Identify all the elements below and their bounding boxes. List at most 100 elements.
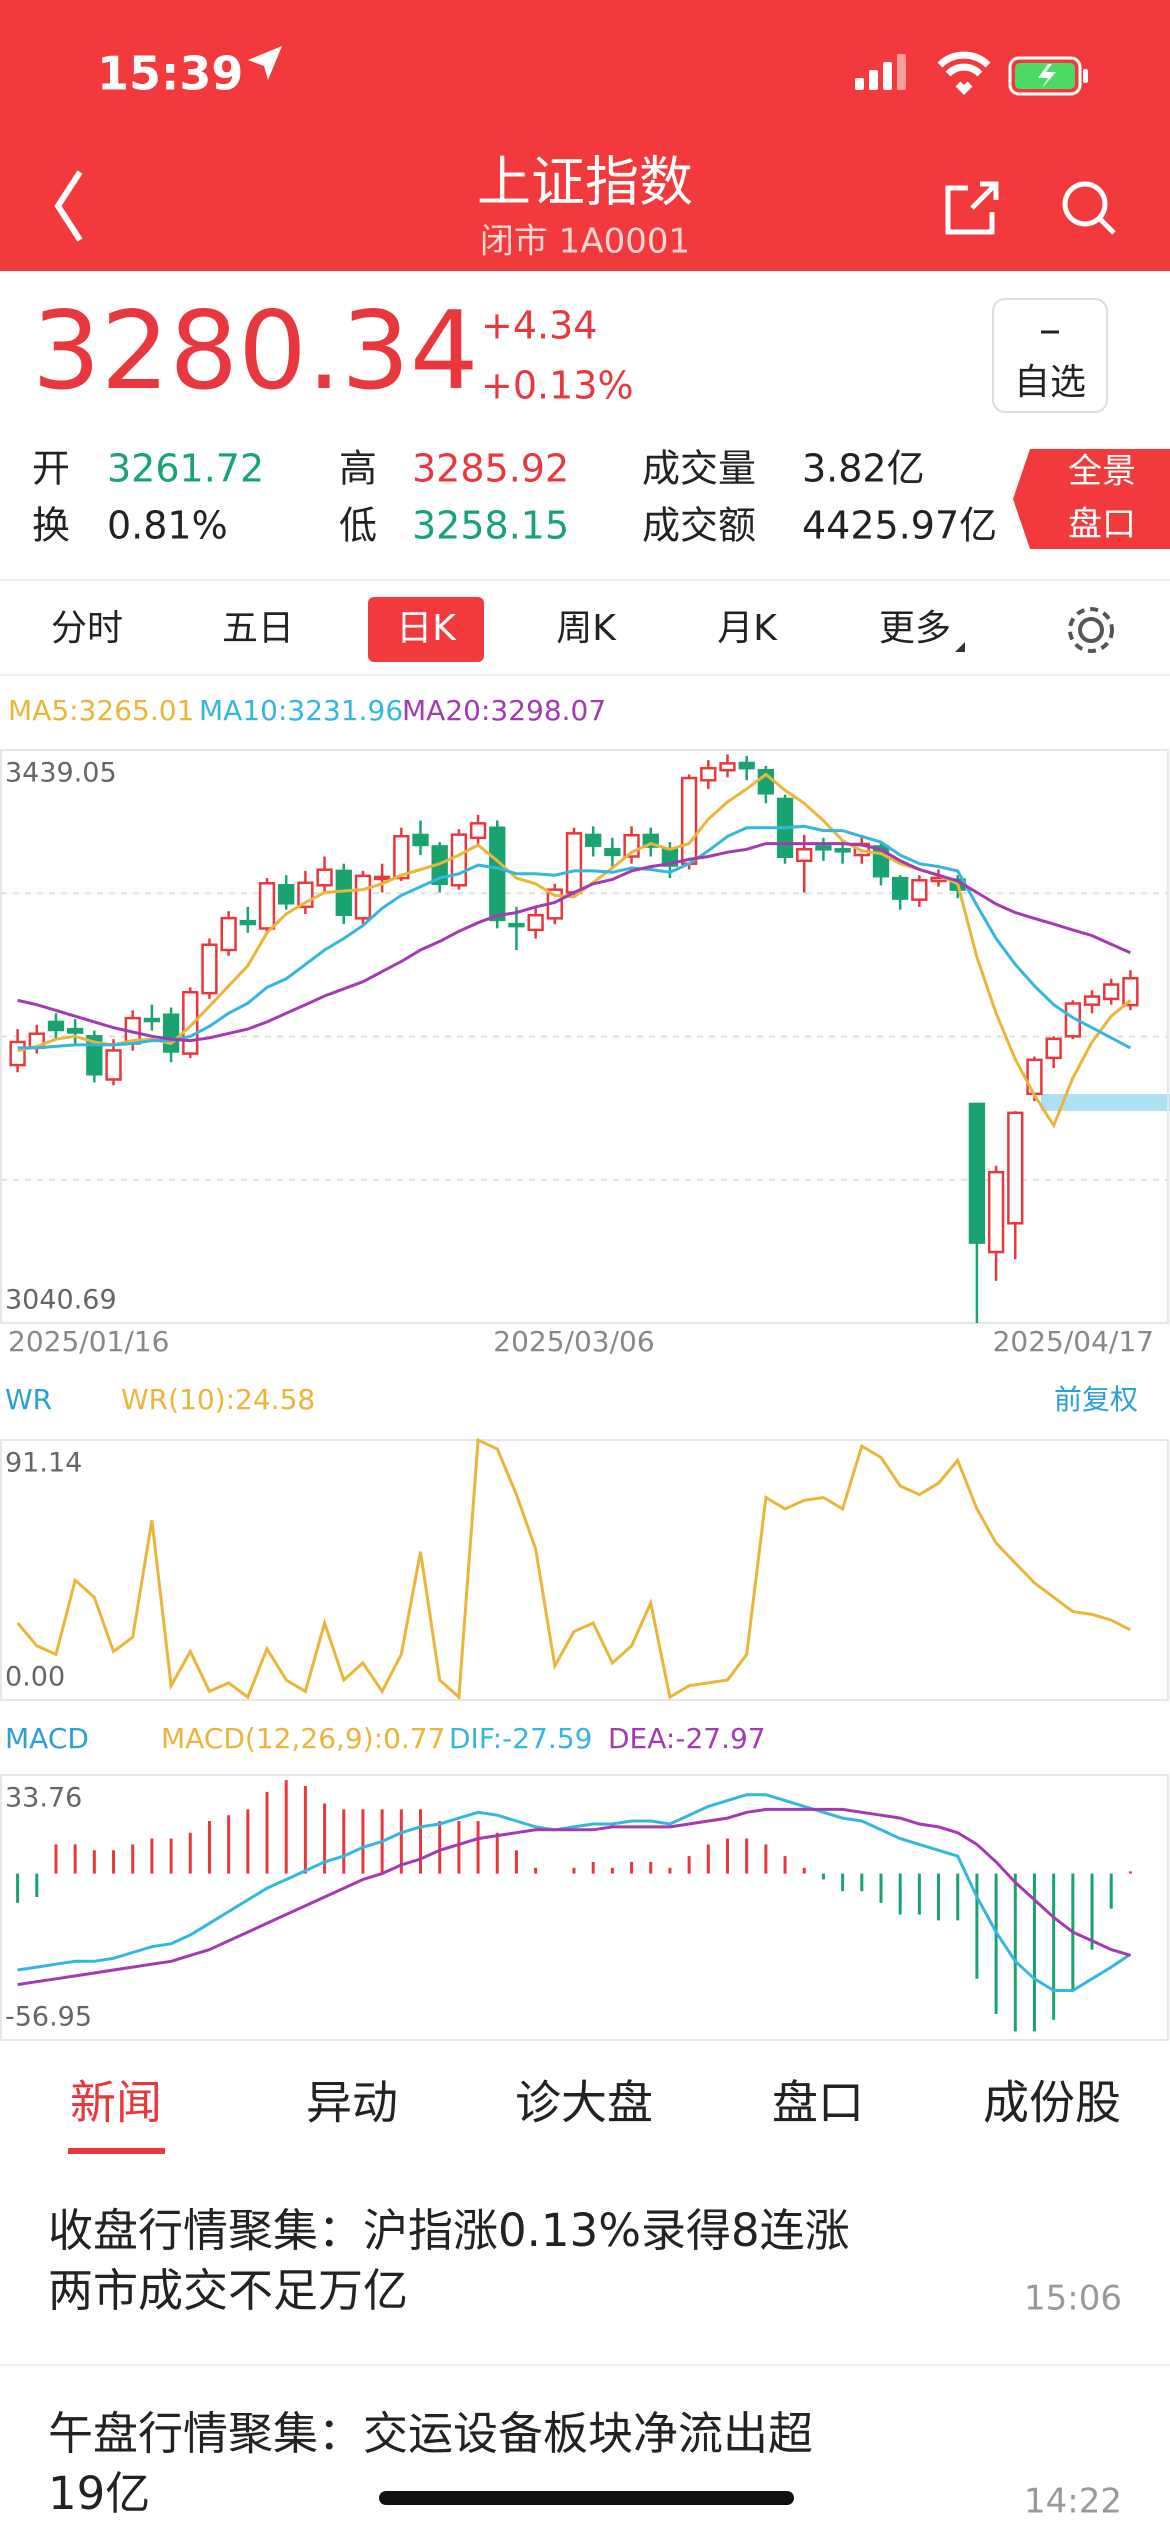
adjust-label[interactable]: 前复权: [1054, 1383, 1138, 1416]
candle-body: [412, 833, 429, 847]
candle-body: [1103, 983, 1120, 1001]
stat-value: 3261.72: [107, 447, 264, 491]
y-tick-label: 3439.05: [5, 758, 117, 789]
chart-frame: [0, 1439, 1169, 1701]
candle-body: [527, 913, 544, 932]
candle-body: [489, 826, 506, 922]
candle-body: [373, 875, 391, 881]
candle-body: [700, 766, 717, 782]
candle-body: [738, 761, 755, 770]
watch-button[interactable]: 自选: [992, 298, 1108, 413]
bottom-tab[interactable]: 盘口: [772, 2076, 864, 2130]
home-indicator: [379, 2491, 794, 2505]
candle-body: [585, 833, 602, 847]
stat-label: 高: [339, 447, 377, 491]
candle-body: [1045, 1037, 1062, 1060]
stat-label: 低: [339, 504, 377, 548]
tab[interactable]: 更多: [879, 608, 951, 649]
bottom-tab[interactable]: 新闻: [70, 2076, 162, 2130]
tab-underline: [68, 2148, 165, 2154]
news-time: 14:22: [1024, 2482, 1122, 2522]
location-icon: [248, 46, 282, 80]
indicator-title[interactable]: MACD: [5, 1722, 89, 1755]
y-tick-label: 0.00: [5, 1662, 65, 1693]
stat-label: 成交量: [642, 447, 756, 491]
news-headline[interactable]: 午盘行情聚集：交运设备板块净流出超: [48, 2407, 813, 2460]
indicator-line: [16, 1437, 1132, 1701]
x-tick-label: 2025/04/17: [993, 1325, 1154, 1358]
indicator-line: [17, 1807, 1131, 1987]
legend-entry: MA10:3231.96: [199, 694, 403, 727]
legend-entry: MACD(12,26,9):0.77: [161, 1722, 445, 1755]
candle-body: [143, 1017, 161, 1023]
panorama-label: 盘口: [1068, 505, 1136, 545]
tab[interactable]: 周K: [556, 608, 617, 649]
battery-icon: [1008, 56, 1088, 96]
page-title: 上证指数: [477, 151, 693, 214]
panorama-label: 全景: [1068, 452, 1136, 492]
x-tick-label: 2025/01/16: [8, 1325, 169, 1358]
bottom-tab[interactable]: 异动: [306, 2076, 398, 2130]
candle-body: [258, 882, 276, 930]
candle-body: [201, 943, 218, 995]
candle-body: [278, 884, 295, 905]
header-bg: [0, 0, 1170, 271]
candle-body: [1007, 1111, 1024, 1225]
signal-icon: [855, 54, 906, 90]
stat-value: 0.81%: [107, 504, 228, 548]
tab[interactable]: 日K: [396, 608, 457, 649]
stat-value: 3258.15: [412, 504, 569, 548]
chart-frame: [0, 1774, 1169, 2041]
candle-body: [1122, 977, 1139, 1007]
bottom-tab[interactable]: 诊大盘: [515, 2076, 653, 2130]
back-button[interactable]: [54, 170, 83, 242]
candle-body: [796, 848, 813, 863]
bottom-tab[interactable]: 成份股: [983, 2076, 1121, 2130]
tab[interactable]: 分时: [51, 608, 123, 649]
legend-entry: WR(10):24.58: [121, 1383, 315, 1416]
indicator-line: [17, 824, 1132, 1050]
indicator-line: [17, 842, 1132, 1043]
tab[interactable]: 五日: [222, 608, 294, 649]
news-headline[interactable]: 收盘行情聚集：沪指涨0.13%录得8连涨: [48, 2204, 850, 2257]
candle-body: [680, 776, 698, 865]
candle-body: [1083, 995, 1101, 1006]
candle-body: [834, 848, 851, 853]
tab[interactable]: 月K: [717, 608, 778, 649]
search-button[interactable]: [1062, 181, 1116, 235]
news-headline[interactable]: 两市成交不足万亿: [48, 2264, 408, 2317]
indicator-line: [17, 772, 1132, 1129]
candle-body: [316, 868, 333, 887]
legend-entry: DIF:-27.59: [449, 1722, 592, 1755]
candle-body: [968, 1102, 986, 1244]
more-caret: [955, 642, 965, 652]
candle-body: [105, 1049, 122, 1081]
settings-button[interactable]: [1068, 607, 1114, 653]
y-tick-label: 91.14: [5, 1448, 82, 1479]
candle-body: [469, 822, 487, 840]
candle-body: [450, 833, 468, 887]
candle-body: [393, 834, 410, 880]
active-tab-bg: [368, 597, 484, 662]
candle-body: [66, 1027, 84, 1034]
stat-value: 4425.97亿: [802, 504, 997, 548]
watch-label: 自选: [1014, 362, 1086, 403]
support-band: [1041, 1094, 1170, 1111]
candle-body: [987, 1170, 1005, 1254]
news-time: 15:06: [1024, 2279, 1122, 2319]
stat-label: 换: [32, 504, 70, 548]
candle-body: [815, 845, 832, 851]
price: 3280.34: [32, 289, 479, 414]
news-headline[interactable]: 19亿: [48, 2467, 150, 2520]
indicator-title[interactable]: WR: [5, 1383, 52, 1416]
legend-entry: MA5:3265.01: [8, 694, 194, 727]
share-button[interactable]: [945, 181, 999, 235]
panorama-button[interactable]: 全景 盘口: [1013, 449, 1170, 549]
candle-body: [9, 1040, 26, 1067]
legend-entry: MA20:3298.07: [402, 694, 606, 727]
y-tick-label: 33.76: [5, 1783, 82, 1814]
price-change-pct: +0.13%: [481, 364, 634, 408]
candle-body: [220, 916, 237, 952]
candle-body: [642, 833, 659, 848]
